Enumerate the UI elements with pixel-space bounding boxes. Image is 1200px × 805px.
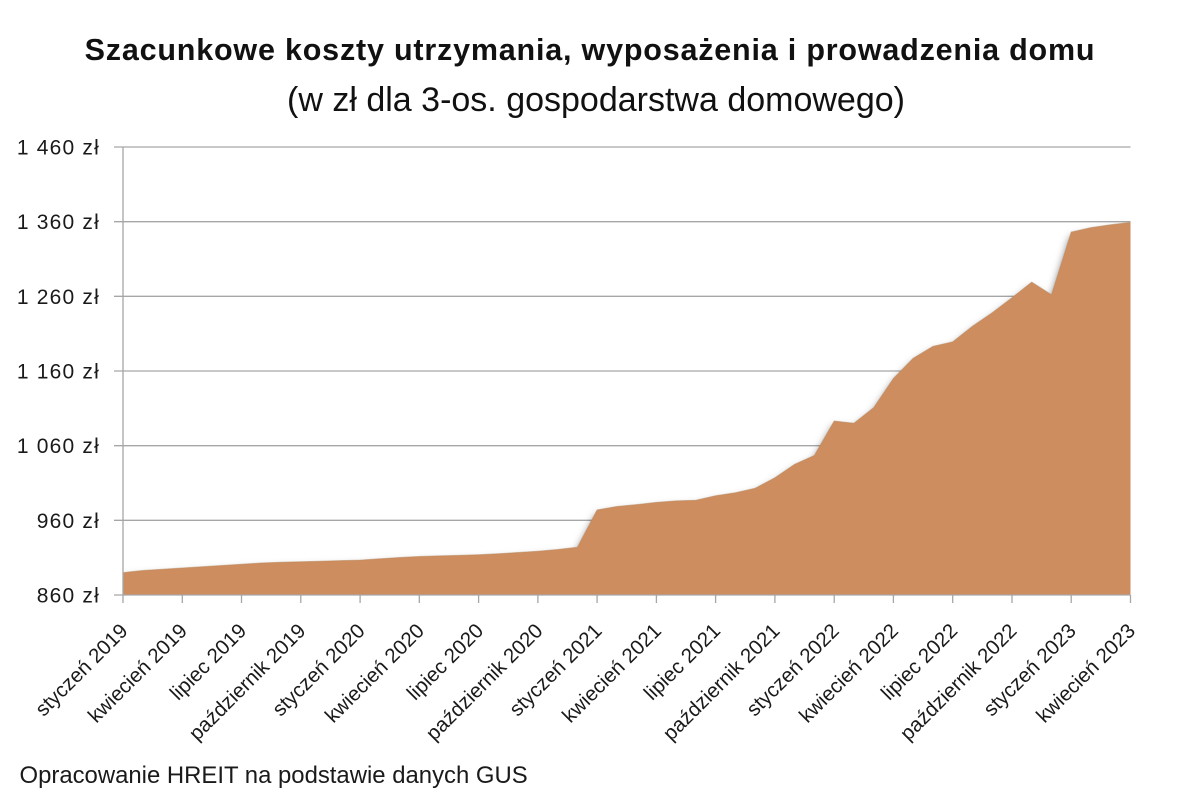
svg-text:860 zł: 860 zł: [37, 585, 100, 608]
svg-text:1 460 zł: 1 460 zł: [17, 137, 100, 160]
svg-text:Szacunkowe koszty utrzymania,: Szacunkowe koszty utrzymania, wyposażeni…: [85, 33, 1096, 67]
svg-text:960 zł: 960 zł: [37, 510, 100, 533]
svg-text:1 360 zł: 1 360 zł: [17, 211, 100, 234]
svg-text:1 160 zł: 1 160 zł: [17, 361, 100, 384]
svg-text:1 260 zł: 1 260 zł: [17, 286, 100, 309]
svg-text:(w zł dla 3-os. gospodarstwa d: (w zł dla 3-os. gospodarstwa domowego): [287, 81, 905, 119]
svg-text:Opracowanie HREIT na podstawie: Opracowanie HREIT na podstawie danych GU…: [20, 762, 528, 789]
svg-text:1 060 zł: 1 060 zł: [17, 435, 100, 458]
